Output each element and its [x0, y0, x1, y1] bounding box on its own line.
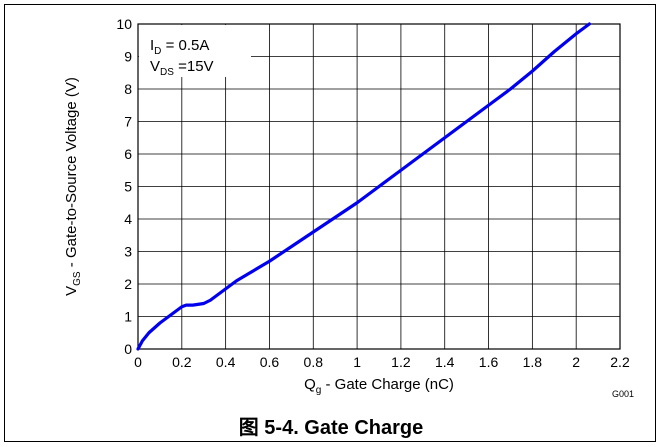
x-tick-label: 1.2	[391, 354, 411, 370]
x-axis-title: Qg - Gate Charge (nC)	[304, 376, 454, 396]
x-tick-label: 0.4	[216, 354, 236, 370]
x-tick-label: 2	[572, 354, 580, 370]
y-axis-title: VGS - Gate-to-Source Voltage (V)	[63, 77, 83, 296]
x-tick-label: 0.2	[172, 354, 192, 370]
y-tick-label: 3	[124, 244, 132, 260]
x-tick-label: 0	[134, 354, 142, 370]
x-tick-labels: 0 0.2 0.4 0.6 0.8 1 1.2 1.4 1.6 1.8 2 2.2	[134, 354, 630, 370]
y-tick-label: 9	[124, 49, 132, 65]
annotation-drain-source-voltage: VDS =15V	[150, 58, 214, 78]
annotation-drain-current: ID = 0.5A	[150, 37, 209, 57]
series-layer	[136, 22, 591, 351]
x-tick-label: 1.8	[523, 354, 543, 370]
y-tick-label: 7	[124, 114, 132, 130]
x-tick-label: 0.8	[304, 354, 324, 370]
y-tick-label: 8	[124, 81, 132, 97]
gate-charge-series-line	[136, 22, 591, 351]
figure-code: G001	[612, 389, 634, 399]
y-tick-label: 0	[124, 341, 132, 357]
figure-frame	[4, 4, 656, 442]
x-tick-label: 0.6	[260, 354, 280, 370]
y-tick-label: 2	[124, 276, 132, 292]
y-tick-label: 1	[124, 309, 132, 325]
x-tick-label: 1.4	[435, 354, 455, 370]
y-tick-labels: 0 1 2 3 4 5 6 7 8 9 10	[116, 16, 132, 357]
plot-area	[137, 23, 621, 350]
x-tick-label: 1	[353, 354, 361, 370]
y-tick-label: 5	[124, 179, 132, 195]
x-tick-label: 1.6	[479, 354, 499, 370]
figure-caption: 图 5-4. Gate Charge	[238, 417, 424, 439]
y-tick-label: 10	[116, 16, 132, 32]
y-tick-label: 6	[124, 146, 132, 162]
x-tick-label: 2.2	[610, 354, 630, 370]
y-tick-label: 4	[124, 211, 132, 227]
annotation-box	[139, 25, 251, 77]
